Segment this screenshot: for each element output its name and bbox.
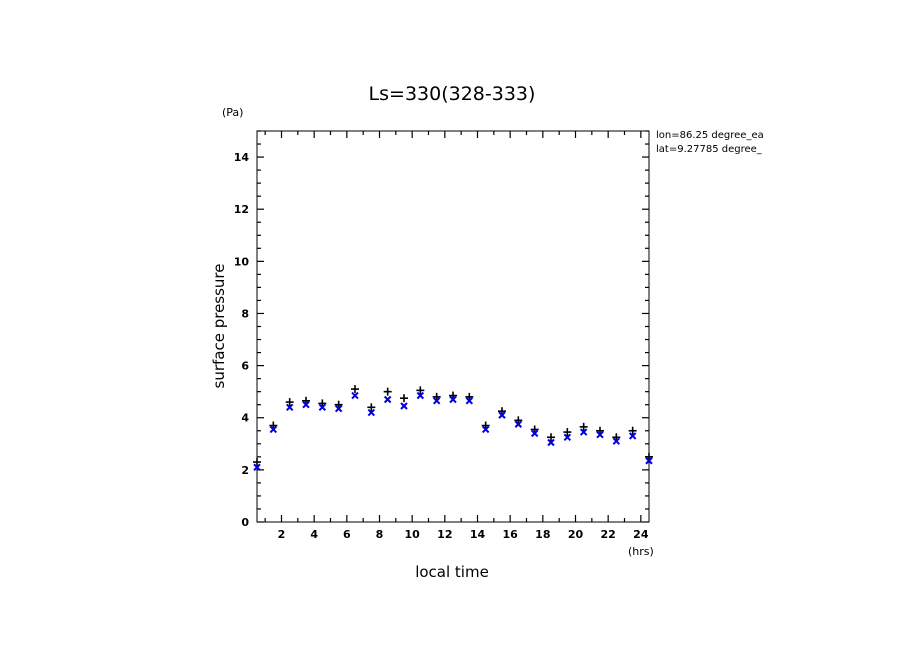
x-marker: [563, 433, 572, 441]
marker-stroke: [253, 463, 261, 471]
x-marker: [367, 408, 376, 417]
x-marker: [628, 432, 637, 440]
x-tick-label: 14: [470, 528, 486, 541]
x-tick-label: 24: [633, 528, 649, 541]
x-tick-label: 22: [601, 528, 616, 541]
data-markers: [253, 385, 653, 471]
marker-stroke: [318, 403, 327, 412]
x-marker: [334, 404, 343, 413]
plus-marker: [579, 422, 588, 431]
y-tick-label: 0: [241, 516, 249, 529]
x-marker: [253, 463, 261, 471]
y-unit-label: (Pa): [222, 106, 243, 119]
plus-marker: [628, 426, 637, 435]
plus-marker: [547, 433, 555, 442]
x-marker: [416, 391, 425, 400]
x-marker: [596, 430, 604, 439]
x-marker: [432, 397, 441, 405]
x-marker: [400, 402, 408, 410]
plus-marker: [383, 387, 392, 396]
marker-stroke: [547, 438, 555, 447]
x-marker: [547, 438, 555, 447]
x-axis-label: local time: [415, 563, 489, 581]
marker-stroke: [596, 430, 604, 439]
x-tick-label: 4: [310, 528, 318, 541]
x-tick-label: 2: [278, 528, 286, 541]
x-marker: [302, 400, 310, 409]
x-marker: [351, 391, 359, 400]
marker-stroke: [334, 404, 343, 413]
plus-marker: [351, 385, 359, 394]
chart-title: Ls=330(328-333): [369, 83, 536, 105]
x-unit-label: (hrs): [628, 545, 654, 558]
y-tick-label: 10: [234, 255, 250, 268]
marker-stroke: [514, 420, 523, 428]
plus-marker: [400, 394, 408, 403]
marker-stroke: [285, 403, 294, 412]
plus-marker: [285, 398, 294, 407]
lon-annotation: lon=86.25 degree_ea: [656, 130, 764, 141]
marker-stroke: [465, 397, 474, 405]
plus-marker: [367, 403, 376, 412]
y-tick-label: 14: [234, 151, 250, 164]
marker-stroke: [645, 457, 653, 465]
x-tick-label: 8: [376, 528, 384, 541]
y-tick-label: 6: [241, 360, 249, 373]
lat-annotation: lat=9.27785 degree_: [656, 144, 763, 155]
x-marker: [514, 420, 523, 428]
marker-stroke: [449, 395, 457, 404]
marker-stroke: [400, 402, 408, 410]
marker-stroke: [498, 411, 506, 419]
x-tick-label: 10: [405, 528, 421, 541]
y-tick-label: 8: [241, 307, 249, 320]
x-marker: [465, 397, 474, 405]
marker-stroke: [269, 425, 278, 434]
x-marker: [530, 429, 539, 438]
x-marker: [449, 395, 457, 404]
y-axis-label: surface pressure: [210, 264, 228, 389]
axis-ticks: [257, 130, 649, 523]
x-marker: [285, 403, 294, 412]
plus-marker: [416, 386, 425, 395]
x-tick-label: 12: [437, 528, 452, 541]
marker-stroke: [530, 429, 539, 438]
x-marker: [645, 457, 653, 465]
marker-stroke: [563, 433, 572, 441]
marker-stroke: [579, 428, 588, 436]
marker-stroke: [612, 437, 621, 445]
marker-stroke: [628, 432, 637, 440]
plot-frame: [256, 130, 650, 523]
x-marker: [383, 395, 392, 404]
marker-stroke: [416, 391, 425, 400]
x-marker: [318, 403, 327, 412]
x-marker: [269, 425, 278, 434]
x-tick-label: 16: [503, 528, 519, 541]
y-tick-label: 12: [234, 203, 249, 216]
marker-stroke: [302, 400, 310, 409]
plus-marker: [253, 458, 261, 467]
y-tick-label: 4: [241, 412, 249, 425]
marker-stroke: [367, 408, 376, 417]
marker-stroke: [432, 397, 441, 405]
plus-marker: [563, 428, 572, 437]
x-marker: [498, 411, 506, 419]
marker-stroke: [481, 425, 490, 434]
x-tick-label: 20: [568, 528, 584, 541]
marker-stroke: [351, 391, 359, 400]
x-marker: [481, 425, 490, 434]
x-tick-label: 18: [535, 528, 550, 541]
x-marker: [612, 437, 621, 445]
x-marker: [579, 428, 588, 436]
marker-stroke: [383, 395, 392, 404]
x-tick-label: 6: [343, 528, 351, 541]
y-tick-label: 2: [241, 464, 249, 477]
